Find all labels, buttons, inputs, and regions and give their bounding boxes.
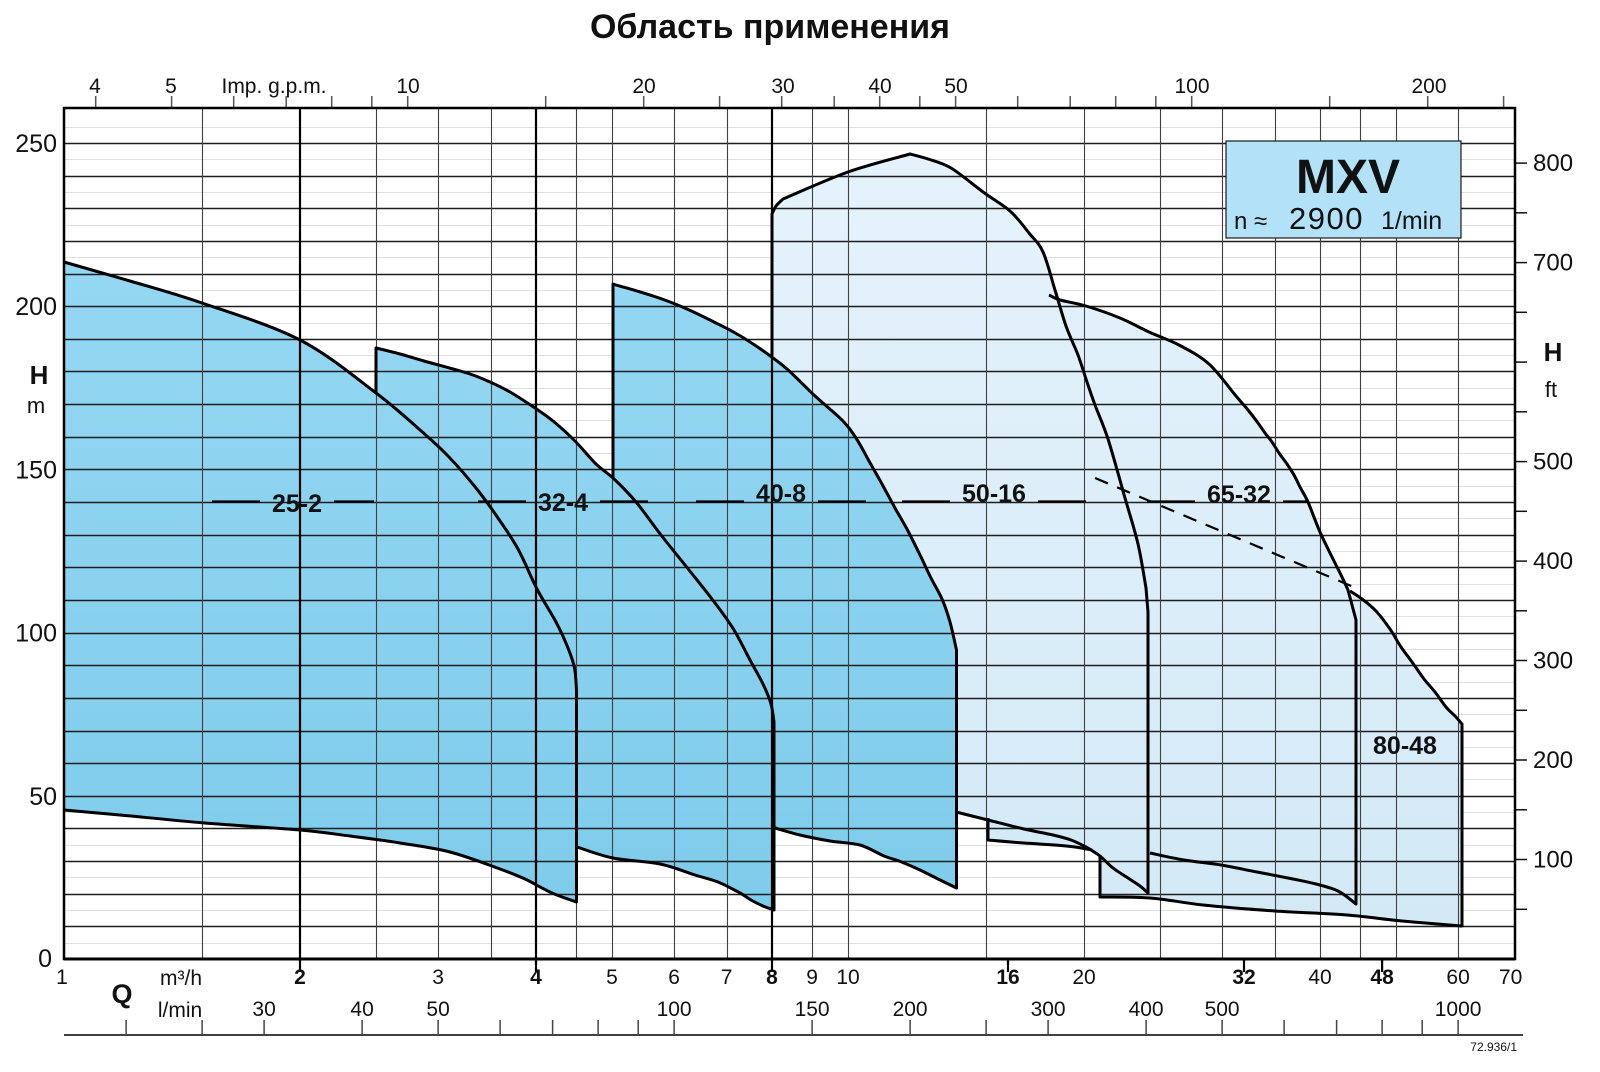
svg-text:32: 32 [1232,966,1255,989]
svg-text:32-4: 32-4 [538,489,588,517]
svg-text:100: 100 [15,620,57,648]
svg-text:700: 700 [1533,250,1573,277]
svg-text:30: 30 [771,75,794,98]
svg-text:n ≈: n ≈ [1234,208,1267,235]
svg-text:200: 200 [1533,747,1573,774]
svg-text:300: 300 [1031,998,1066,1021]
svg-text:60: 60 [1446,966,1469,989]
svg-text:100: 100 [657,998,692,1021]
svg-text:Область применения: Область применения [590,8,950,46]
svg-text:200: 200 [15,293,57,321]
svg-text:400: 400 [1533,548,1573,575]
svg-text:20: 20 [632,75,655,98]
svg-text:800: 800 [1533,150,1573,177]
svg-text:40: 40 [350,998,373,1021]
svg-text:4: 4 [530,966,542,989]
svg-text:H: H [30,360,49,390]
svg-text:1000: 1000 [1435,998,1482,1021]
svg-text:200: 200 [893,998,928,1021]
svg-text:70: 70 [1499,966,1522,989]
svg-text:1: 1 [56,966,68,989]
svg-text:150: 150 [15,456,57,484]
svg-text:40: 40 [868,75,891,98]
svg-text:40: 40 [1308,966,1331,989]
svg-text:4: 4 [89,75,101,98]
svg-text:Q: Q [111,979,132,1009]
svg-text:8: 8 [766,966,778,989]
svg-text:20: 20 [1072,966,1095,989]
svg-text:ft: ft [1545,377,1557,402]
svg-text:m³/h: m³/h [160,967,202,990]
svg-text:l/min: l/min [158,999,202,1022]
svg-text:400: 400 [1129,998,1164,1021]
svg-text:500: 500 [1205,998,1240,1021]
svg-text:7: 7 [721,966,733,989]
svg-text:40-8: 40-8 [756,480,806,508]
svg-text:200: 200 [1411,75,1446,98]
svg-text:2900: 2900 [1289,201,1364,236]
svg-text:50: 50 [944,75,967,98]
svg-text:6: 6 [668,966,680,989]
svg-text:48: 48 [1370,966,1394,989]
svg-text:5: 5 [606,966,618,989]
svg-text:100: 100 [1533,847,1573,874]
svg-text:MXV: MXV [1296,151,1400,204]
svg-text:1/min: 1/min [1381,207,1442,235]
svg-text:50: 50 [426,998,449,1021]
svg-text:80-48: 80-48 [1373,732,1437,760]
svg-text:50: 50 [29,783,57,811]
svg-text:10: 10 [836,966,859,989]
svg-text:0: 0 [38,945,52,973]
svg-text:100: 100 [1174,75,1209,98]
svg-text:16: 16 [996,966,1019,989]
svg-text:250: 250 [15,130,57,158]
svg-text:Imp. g.p.m.: Imp. g.p.m. [221,75,326,98]
svg-text:65-32: 65-32 [1207,481,1271,509]
svg-text:500: 500 [1533,449,1573,476]
svg-text:50-16: 50-16 [962,480,1026,508]
svg-text:2: 2 [294,966,306,989]
svg-text:9: 9 [806,966,818,989]
svg-text:30: 30 [252,998,275,1021]
svg-text:m: m [27,393,45,418]
svg-text:300: 300 [1533,648,1573,675]
svg-text:150: 150 [795,998,830,1021]
svg-text:5: 5 [165,75,177,98]
svg-text:25-2: 25-2 [272,490,322,518]
svg-text:H: H [1544,337,1563,367]
svg-text:10: 10 [396,75,419,98]
svg-text:72.936/1: 72.936/1 [1470,1040,1517,1054]
svg-text:3: 3 [432,966,444,989]
